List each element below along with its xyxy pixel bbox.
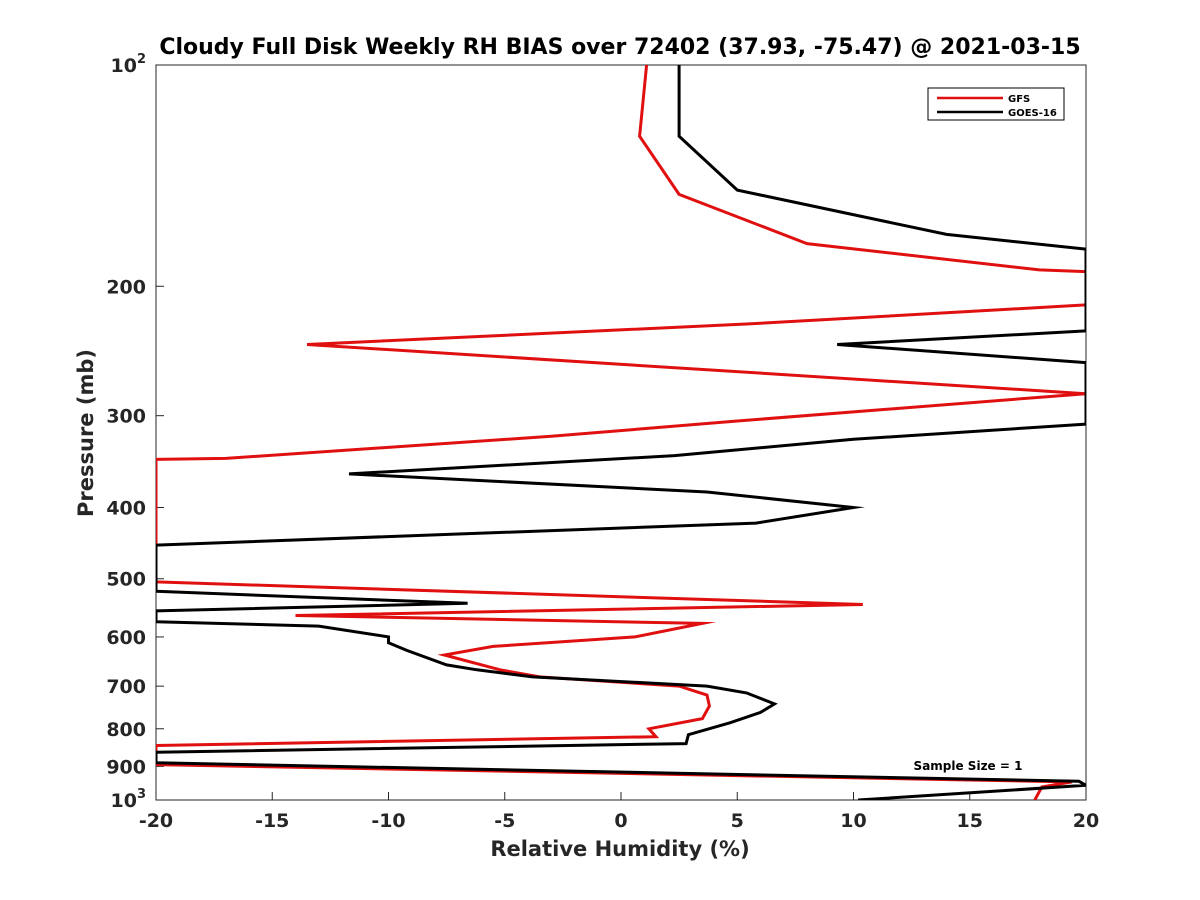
chart-title: Cloudy Full Disk Weekly RH BIAS over 724… bbox=[159, 35, 1080, 60]
x-tick-label: -15 bbox=[255, 810, 289, 832]
y-tick-label: 103 bbox=[111, 787, 147, 812]
y-tick-label: 800 bbox=[106, 719, 146, 741]
legend: GFS GOES-16 bbox=[927, 87, 1065, 121]
x-tick-label: -20 bbox=[139, 810, 173, 832]
x-tick-label: 15 bbox=[957, 810, 983, 832]
y-axis-label: Pressure (mb) bbox=[74, 349, 98, 517]
y-tick-label: 200 bbox=[106, 276, 146, 298]
x-tick-label: 10 bbox=[840, 810, 866, 832]
series-group bbox=[156, 65, 1086, 800]
y-tick-label: 300 bbox=[106, 406, 146, 428]
legend-box bbox=[927, 87, 1065, 121]
x-tick-label: 0 bbox=[614, 810, 627, 832]
x-tick-label: -5 bbox=[494, 810, 515, 832]
series-line-gfs bbox=[156, 65, 1086, 800]
x-tick-label: 20 bbox=[1073, 810, 1099, 832]
legend-entries: GFS GOES-16 bbox=[937, 94, 1057, 119]
legend-label: GFS bbox=[1008, 94, 1030, 105]
y-tick-label: 700 bbox=[106, 676, 146, 698]
sample-size-annotation: Sample Size = 1 bbox=[914, 759, 1023, 773]
x-axis-label: Relative Humidity (%) bbox=[490, 837, 749, 861]
y-tick-label: 400 bbox=[106, 498, 146, 520]
x-axis: -20 -15 -10 -5 0 5 10 15 20 bbox=[139, 792, 1099, 832]
y-tick-label: 500 bbox=[106, 569, 146, 591]
y-tick-label: 102 bbox=[111, 52, 147, 77]
series-line-goes-16 bbox=[156, 65, 1086, 800]
y-tick-label: 900 bbox=[106, 756, 146, 778]
x-tick-label: 5 bbox=[731, 810, 744, 832]
y-tick-label: 600 bbox=[106, 627, 146, 649]
y-axis: 102 200 300 400 500 600 700 800 900 103 bbox=[106, 52, 164, 812]
x-tick-label: -10 bbox=[371, 810, 405, 832]
legend-label: GOES-16 bbox=[1008, 108, 1057, 119]
